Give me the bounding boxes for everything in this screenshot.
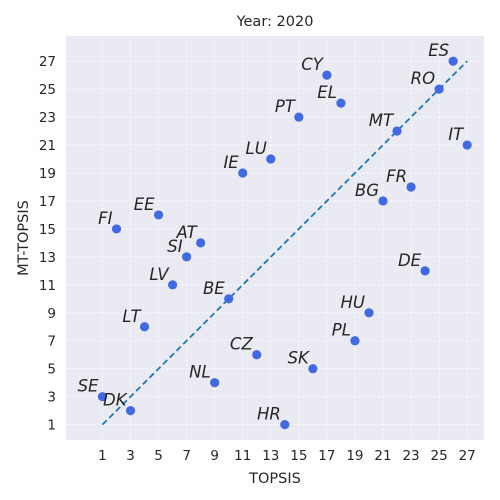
point-label-lu: LU: [246, 139, 267, 158]
data-point-bg: [378, 196, 388, 206]
x-axis-label: TOPSIS: [248, 471, 301, 487]
data-point-sk: [308, 364, 318, 374]
data-point-hr: [280, 420, 290, 430]
point-label-at: AT: [175, 223, 198, 242]
point-label-hu: HU: [340, 293, 364, 312]
x-tick-label: 7: [182, 448, 191, 464]
y-tick-label: 5: [47, 362, 56, 378]
data-point-se: [97, 392, 108, 402]
data-point-pt: [294, 112, 304, 122]
x-tick-label: 1: [98, 448, 107, 464]
point-label-dk: DK: [103, 391, 128, 410]
x-tick-label: 13: [262, 448, 279, 464]
x-tick-label: 19: [346, 448, 363, 464]
x-tick-label: 17: [318, 448, 335, 464]
data-point-fi: [111, 224, 122, 234]
point-label-se: SE: [78, 377, 99, 396]
x-tick-label: 15: [290, 448, 307, 464]
point-label-ie: IE: [223, 153, 239, 172]
point-label-ro: RO: [411, 69, 435, 88]
x-tick-label: 11: [234, 448, 251, 464]
y-tick-label: 9: [47, 306, 56, 322]
y-tick-label: 19: [39, 166, 56, 182]
x-tick-label: 21: [374, 448, 391, 464]
data-point-de: [420, 266, 430, 276]
y-tick-label: 27: [39, 54, 56, 70]
point-label-hr: HR: [257, 405, 281, 424]
point-label-pt: PT: [275, 97, 297, 116]
data-point-fr: [406, 182, 416, 192]
x-tick-label: 23: [402, 448, 419, 464]
reference-line-group: [101, 60, 468, 426]
point-label-sk: SK: [288, 349, 310, 368]
x-tick-label: 25: [431, 448, 448, 464]
diagonal-reference-line: [101, 60, 468, 426]
point-label-nl: NL: [189, 363, 211, 382]
y-tick-label: 1: [47, 418, 56, 434]
data-point-mt: [392, 126, 402, 136]
grid: [66, 36, 484, 440]
point-label-el: EL: [317, 83, 337, 102]
data-point-ie: [238, 168, 248, 178]
point-label-fr: FR: [386, 167, 407, 186]
data-point-lv: [168, 280, 178, 290]
point-label-be: BE: [203, 279, 225, 298]
point-label-bg: BG: [355, 181, 379, 200]
data-point-be: [224, 294, 234, 304]
point-label-fi: FI: [98, 209, 112, 228]
point-label-lv: LV: [149, 265, 170, 284]
point-label-cz: CZ: [230, 335, 254, 354]
y-tick-label: 11: [39, 278, 56, 294]
x-tick-label: 9: [210, 448, 219, 464]
y-tick-label: 15: [39, 222, 56, 238]
point-label-si: SI: [167, 237, 182, 256]
point-label-it: IT: [448, 125, 465, 144]
data-point-si: [182, 252, 192, 262]
data-point-pl: [350, 336, 360, 346]
data-point-ee: [153, 210, 164, 220]
y-tick-label: 3: [47, 390, 56, 406]
point-label-cy: CY: [301, 55, 325, 74]
data-point-ro: [434, 84, 444, 94]
point-label-lt: LT: [122, 307, 142, 326]
data-point-cy: [322, 70, 332, 80]
point-label-mt: MT: [369, 111, 395, 130]
y-tick-label: 25: [39, 82, 56, 98]
data-point-nl: [210, 378, 220, 388]
point-label-de: DE: [398, 251, 422, 270]
y-axis-label: MT-TOPSIS: [16, 200, 32, 276]
point-label-es: ES: [428, 41, 449, 60]
plot-area: [66, 36, 484, 440]
data-point-it: [462, 140, 472, 150]
y-tick-label: 7: [47, 334, 56, 350]
x-tick-label: 5: [154, 448, 163, 464]
data-point-lt: [139, 322, 150, 332]
point-label-pl: PL: [332, 321, 351, 340]
x-tick-label: 3: [126, 448, 135, 464]
data-point-dk: [125, 406, 136, 416]
data-point-at: [196, 238, 206, 248]
chart-title: Year: 2020: [236, 14, 314, 30]
point-label-ee: EE: [134, 195, 155, 214]
data-point-el: [336, 98, 346, 108]
x-tick-label: 27: [459, 448, 476, 464]
points-group: [97, 56, 472, 430]
y-tick-label: 21: [39, 138, 56, 154]
x-tick-labels: 1 3 5 7 9 11 13 15 17 19 21 23 25 27: [98, 448, 476, 464]
data-point-es: [448, 56, 458, 66]
data-point-cz: [252, 350, 262, 360]
data-point-hu: [364, 308, 374, 318]
y-tick-label: 23: [39, 110, 56, 126]
y-tick-label: 17: [39, 194, 56, 210]
y-tick-label: 13: [39, 250, 56, 266]
data-point-lu: [266, 154, 276, 164]
